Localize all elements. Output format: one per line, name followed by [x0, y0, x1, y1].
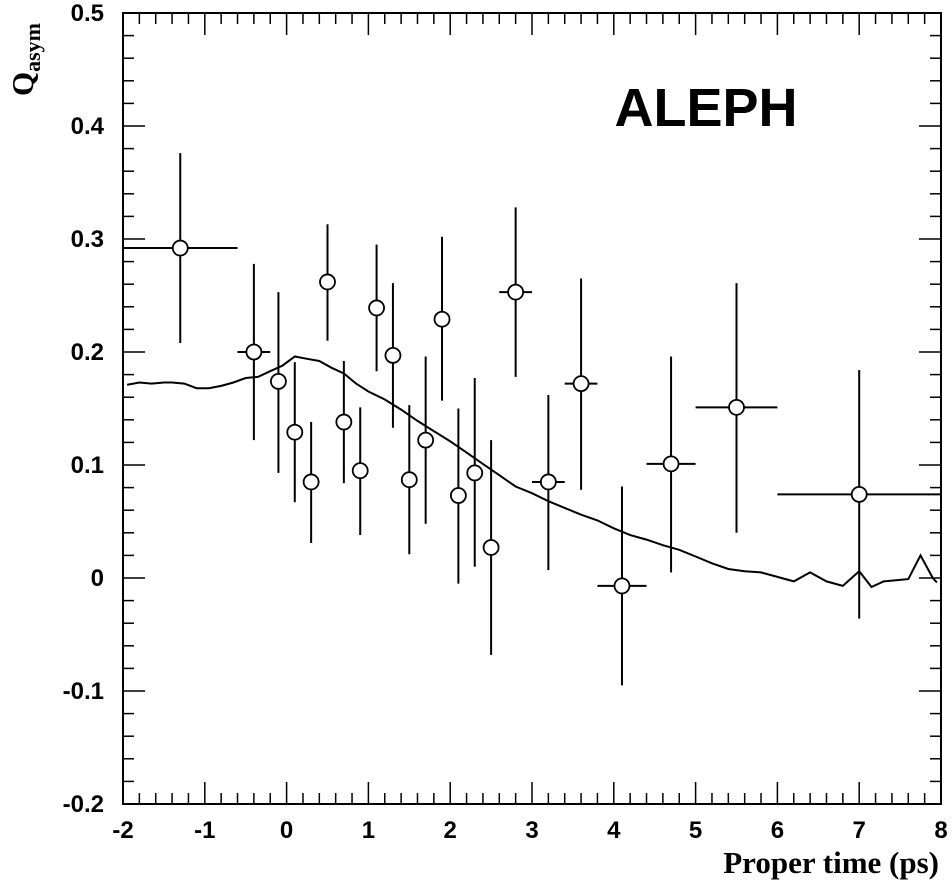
data-point: [286, 423, 304, 441]
y-axis-title-main: Q: [5, 72, 40, 96]
x-tick-label: 1: [362, 817, 375, 844]
svg-text:Qasym: Qasym: [5, 23, 45, 96]
data-point: [850, 485, 868, 503]
error-bar-layer: [123, 153, 941, 686]
data-point: [245, 343, 263, 361]
y-tick-label: 0.3: [71, 226, 104, 253]
model-curve-layer: [126, 355, 938, 589]
data-point: [351, 462, 369, 480]
x-tick-label: -2: [112, 817, 133, 844]
x-tick-label: 3: [525, 817, 538, 844]
data-point: [572, 375, 590, 393]
data-point: [539, 473, 557, 491]
data-point: [368, 299, 385, 317]
y-tick-label: -0.2: [63, 791, 104, 818]
x-tick-label: 0: [280, 817, 293, 844]
data-point: [466, 464, 484, 482]
y-axis-title-sub: asym: [20, 23, 45, 72]
y-tick-label: 0.5: [71, 0, 104, 27]
data-point: [384, 346, 402, 364]
plot-frame: [122, 12, 942, 805]
experiment-label: ALEPH: [614, 78, 797, 138]
x-tick-label: 8: [934, 817, 947, 844]
data-point: [335, 413, 353, 431]
data-point: [507, 283, 525, 301]
x-axis-title: Proper time (ps): [723, 845, 939, 880]
x-tick-label: 6: [771, 817, 784, 844]
data-point: [417, 431, 435, 449]
y-axis-title: Qasym: [5, 23, 45, 96]
y-tick-label: 0: [91, 565, 104, 592]
data-point: [302, 473, 320, 491]
data-points-layer: [171, 239, 868, 595]
y-tick-label: 0.4: [71, 113, 105, 140]
x-tick-label: -1: [194, 817, 215, 844]
y-tick-label: 0.2: [71, 339, 104, 366]
x-tick-label: 4: [607, 817, 621, 844]
data-point: [482, 539, 500, 556]
data-point: [171, 239, 189, 257]
x-tick-label: 7: [853, 817, 866, 844]
axes-frame: [122, 12, 942, 805]
y-axis-ticks: -0.2 -0.1 0 0.1 0.2 0.3 0.4 0.5: [63, 0, 941, 818]
x-tick-label: 5: [689, 817, 702, 844]
data-point: [728, 398, 745, 416]
model-curve: [126, 355, 938, 589]
data-point: [270, 372, 287, 390]
y-tick-label: 0.1: [71, 452, 104, 479]
data-point: [433, 310, 451, 328]
x-tick-label: 2: [444, 817, 457, 844]
data-point: [319, 273, 336, 291]
data-point: [613, 577, 631, 595]
data-point: [449, 487, 467, 504]
y-tick-label: -0.1: [63, 678, 104, 705]
x-axis-ticks: -2 -1 0 1 2 3 4 5 6 7 8: [112, 13, 948, 844]
data-point: [662, 455, 680, 473]
data-point: [400, 471, 418, 489]
